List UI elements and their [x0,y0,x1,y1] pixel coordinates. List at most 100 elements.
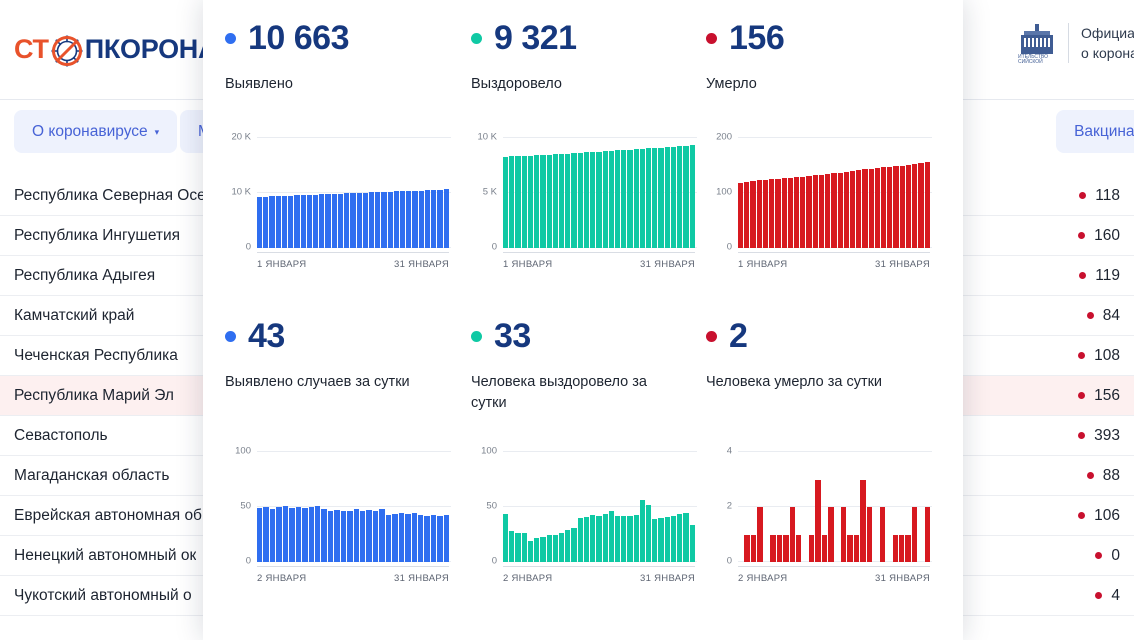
region-name: Республика Адыгея [14,266,156,284]
chart-y-tick-label: 0 [726,241,732,253]
chart-bar [627,515,633,562]
chart-bar [738,182,744,248]
chart-bar [658,147,664,248]
region-value: 106 [1078,507,1134,525]
chart-bar [527,155,534,248]
chart-x-axis: 1 ЯНВАРЯ 31 ЯНВАРЯ [503,252,697,270]
chart-y-tick-label: 50 [240,500,251,512]
chart-bar [334,510,340,562]
chart-bar [356,192,362,248]
chart-bar [321,509,327,562]
chart-gridline: 10 K [477,132,697,143]
chart-bar [393,191,400,248]
chart-gridline: 0 [727,556,932,567]
chart-bar [887,166,893,248]
chart-gridline: 100 [235,446,451,457]
stat-card-header: 33 [471,316,721,356]
chart-plot-area: 0 5 K 10 K [477,132,697,253]
stat-card-died-total: 156 Умерло 0 100 200 1 ЯНВАРЯ 31 ЯНВАРЯ [706,18,956,270]
logo-prefix: СТ [14,34,49,65]
status-dot-icon [471,330,482,342]
region-name: Камчатский край [14,306,135,324]
chart-bar [905,164,912,248]
chart-bar [583,516,590,562]
chart-bar [509,156,515,248]
region-value-text: 0 [1111,546,1120,564]
chart-bar [340,511,347,562]
chart-bar [269,196,275,248]
region-name: Ненецкий автономный ок [14,546,197,564]
status-dot-icon [225,32,236,44]
chart-bar [646,148,652,248]
chart-bar [534,155,540,248]
chart-bar [806,175,812,248]
chart-x-axis: 2 ЯНВАРЯ 31 ЯНВАРЯ [738,566,932,584]
chart-bar [646,504,652,562]
status-dot-icon [1078,432,1086,439]
chart-bar [762,179,769,248]
chart-bar [306,194,312,248]
chart-bar [828,507,834,562]
chart-bar [347,511,353,562]
chart-bar [552,154,558,248]
chart-bar [577,152,583,248]
chart-bar [912,164,918,248]
chart-bar [911,507,918,562]
chart-bar [769,179,775,248]
chart-bar [621,515,627,562]
region-value-text: 108 [1094,346,1120,364]
chart-bar [424,190,431,248]
chart-plot-area: 0 2 4 [727,446,932,567]
chart-detected-total: 0 10 K 20 K 1 ЯНВАРЯ 31 ЯНВАРЯ [225,130,451,270]
chart-bar [689,524,695,562]
chart-bar [815,479,821,562]
region-value: 160 [1078,227,1134,245]
stat-label: Выявлено [225,76,293,92]
chart-bar [608,511,614,562]
chart-bar [853,534,860,562]
chart-bar [862,169,868,248]
chart-x-end-label: 31 ЯНВАРЯ [640,259,695,270]
chart-bar [879,507,886,562]
chart-bar [821,534,828,562]
chart-bar [385,514,392,562]
chart-y-tick-label: 0 [726,555,732,567]
chart-bar [892,534,898,562]
stat-value: 2 [729,317,748,355]
nav-item-vaccination[interactable]: Вакцинация ▾ [1056,110,1134,153]
chart-bar [443,189,449,248]
chart-bar [856,170,862,248]
stat-card-header: 10 663 [225,18,475,58]
stat-card-header: 43 [225,316,475,356]
chart-y-tick-label: 100 [235,445,251,457]
chart-bar [924,507,931,562]
status-dot-icon [1079,192,1087,199]
chart-died-daily: 0 2 4 2 ЯНВАРЯ 31 ЯНВАРЯ [706,444,932,584]
chart-bar [337,193,344,248]
chart-plot-area: 0 50 100 [481,446,697,567]
region-value-text: 393 [1094,426,1120,444]
chart-bar [515,533,521,562]
chart-x-start-label: 2 ЯНВАРЯ [738,573,788,584]
status-dot-icon [1086,472,1094,479]
chart-died-total: 0 100 200 1 ЯНВАРЯ 31 ЯНВАРЯ [706,130,932,270]
chart-bar [899,165,905,248]
chart-bars [503,138,695,248]
chart-y-tick-label: 10 K [477,131,497,143]
chart-bar [800,176,806,248]
region-value: 118 [1079,187,1134,205]
government-building-icon: ИТЕЛЬСТВО СИЙСКОЙ [1018,22,1056,65]
chart-bar [289,508,295,562]
chart-plot-area: 0 100 200 [716,132,932,253]
chart-bar [577,518,583,562]
chart-bar [295,507,302,562]
gov-divider [1068,23,1070,63]
chart-bar [689,145,695,248]
status-dot-icon [471,32,482,44]
nav-item-about-coronavirus[interactable]: О коронавирусе ▾ [14,110,178,153]
chart-bar [825,173,831,248]
chart-bar [893,166,899,248]
chart-bar [781,178,787,248]
region-value: 108 [1078,347,1134,365]
chart-bar [368,192,375,248]
